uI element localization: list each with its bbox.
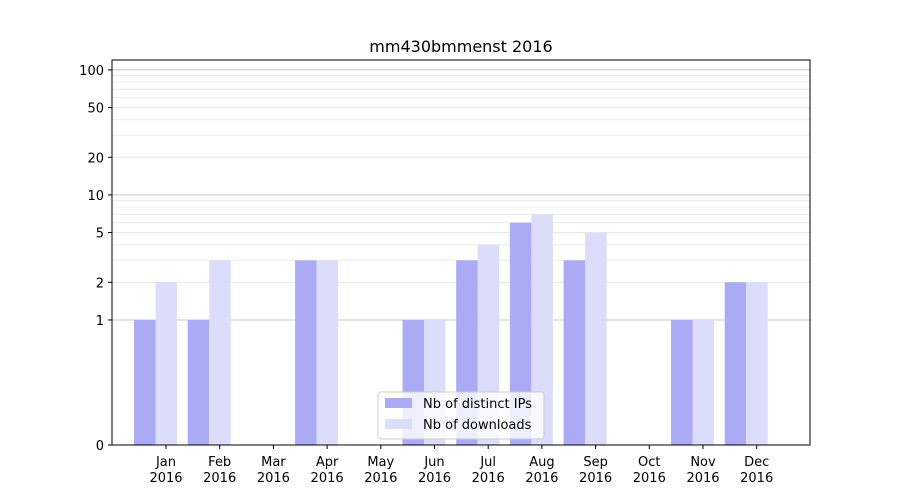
legend-label: Nb of distinct IPs: [423, 397, 532, 412]
chart-title: mm430bmmenst 2016: [369, 37, 552, 56]
x-tick-label-year: 2016: [203, 471, 236, 486]
y-tick-label: 20: [87, 151, 104, 166]
x-axis: Jan2016Feb2016Mar2016Apr2016May2016Jun20…: [149, 445, 773, 486]
x-tick-label-year: 2016: [418, 471, 451, 486]
x-tick-label-month: May: [367, 455, 394, 470]
legend-label: Nb of downloads: [423, 418, 532, 433]
y-tick-label: 0: [96, 439, 104, 454]
bar-nb-of-distinct-ips-feb: [187, 319, 210, 445]
y-tick-label: 100: [79, 64, 104, 79]
bar-nb-of-downloads-dec: [746, 282, 768, 445]
bar-nb-of-distinct-ips-sep: [563, 260, 586, 445]
bar-nb-of-downloads-jan: [155, 282, 177, 445]
x-tick-label-year: 2016: [686, 471, 719, 486]
legend-swatch: [385, 398, 412, 408]
x-tick-label-month: Dec: [744, 455, 769, 470]
x-tick-label-month: Apr: [316, 455, 339, 470]
bar-nb-of-distinct-ips-apr: [295, 260, 317, 445]
x-tick-label-month: Jun: [423, 455, 444, 470]
x-tick-label-year: 2016: [525, 471, 558, 486]
x-tick-label-year: 2016: [740, 471, 773, 486]
bar-nb-of-distinct-ips-nov: [671, 319, 693, 445]
x-tick-label-year: 2016: [311, 471, 344, 486]
x-tick-label-month: Jul: [479, 455, 496, 470]
bar-nb-of-downloads-sep: [585, 232, 607, 445]
bar-nb-of-downloads-apr: [316, 260, 339, 445]
x-tick-label-month: Mar: [261, 455, 286, 470]
x-tick-label-year: 2016: [472, 471, 505, 486]
bar-nb-of-distinct-ips-jan: [134, 319, 156, 445]
x-tick-label-month: Feb: [208, 455, 231, 470]
x-tick-label-month: Sep: [583, 455, 608, 470]
bar-nb-of-downloads-nov: [692, 319, 714, 445]
bar-nb-of-downloads-aug: [531, 214, 553, 445]
plot-area-frame: [111, 59, 811, 446]
y-tick-label: 2: [96, 276, 104, 291]
bar-nb-of-downloads-feb: [209, 260, 231, 445]
x-tick-label-year: 2016: [364, 471, 397, 486]
y-tick-label: 50: [87, 102, 104, 117]
x-tick-label-year: 2016: [149, 471, 182, 486]
y-axis: 0 1 2 5 10 20 50 100: [79, 64, 112, 454]
y-tick-label: 1: [96, 314, 104, 329]
x-tick-label-month: Oct: [638, 455, 660, 470]
bar-nb-of-distinct-ips-aug: [509, 222, 532, 445]
x-tick-label-month: Jan: [155, 455, 176, 470]
legend: Nb of distinct IPs Nb of downloads: [377, 391, 545, 440]
legend-swatch: [385, 419, 412, 429]
legend-box: [377, 391, 545, 440]
x-tick-label-month: Aug: [529, 455, 554, 470]
x-tick-label-year: 2016: [633, 471, 666, 486]
bars: [134, 214, 768, 445]
x-tick-label-month: Nov: [690, 455, 716, 470]
y-tick-label: 5: [96, 227, 104, 242]
x-tick-label-year: 2016: [257, 471, 290, 486]
x-tick-label-year: 2016: [579, 471, 612, 486]
bar-nb-of-distinct-ips-dec: [724, 282, 747, 445]
y-tick-label: 10: [87, 189, 104, 204]
